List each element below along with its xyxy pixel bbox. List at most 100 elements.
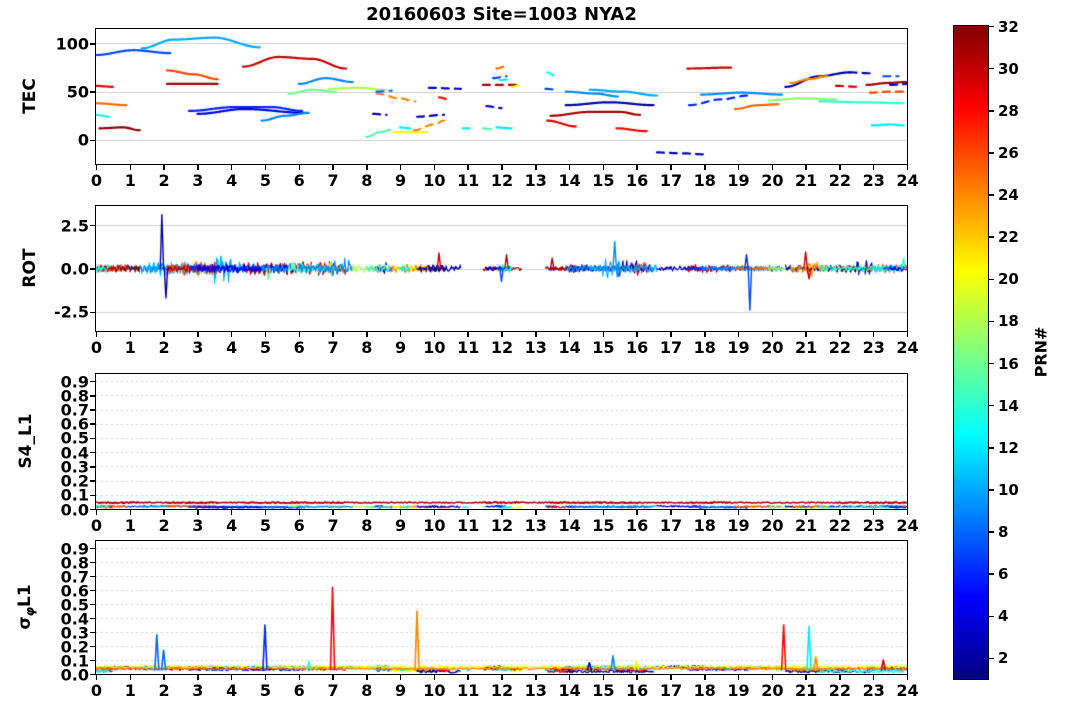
- x-tick-label: 21: [794, 516, 818, 535]
- panel-s4: [95, 373, 908, 510]
- x-tick-mark: [230, 510, 233, 515]
- x-tick-label: 6: [293, 171, 305, 190]
- x-tick-mark: [704, 675, 706, 680]
- x-tick-label: 8: [361, 681, 373, 700]
- y-tick-mark: [90, 91, 95, 93]
- x-tick-mark: [568, 510, 571, 515]
- x-tick-label: 7: [327, 681, 339, 700]
- x-tick-label: 18: [693, 171, 716, 190]
- y-tick-label: 0.5: [60, 428, 89, 448]
- colorbar-tick-mark: [989, 404, 994, 407]
- colorbar-tick-mark: [989, 25, 994, 28]
- x-tick-mark: [839, 165, 841, 170]
- x-tick-mark: [467, 165, 469, 170]
- x-tick-mark: [568, 332, 571, 337]
- x-tick-mark: [670, 165, 672, 170]
- x-tick-label: 22: [828, 171, 852, 190]
- x-tick-label: 3: [192, 338, 204, 357]
- x-tick-mark: [805, 332, 807, 337]
- x-tick-label: 15: [592, 516, 615, 535]
- x-tick-mark: [501, 675, 503, 680]
- chart-title: 20160603 Site=1003 NYA2: [366, 4, 637, 25]
- colorbar-tick-label: 28: [998, 101, 1019, 120]
- colorbar-tick-label: 18: [998, 312, 1019, 331]
- y-tick-mark: [90, 423, 95, 425]
- x-tick-label: 12: [490, 516, 514, 535]
- y-tick-label: 0: [77, 130, 89, 150]
- colorbar-tick-label: 10: [998, 480, 1019, 499]
- colorbar-tick-mark: [989, 236, 994, 238]
- y-tick-mark: [90, 409, 95, 411]
- colorbar-tick-mark: [989, 657, 994, 660]
- x-tick-label: 6: [293, 516, 305, 535]
- y-tick-label: 0.7: [60, 400, 89, 420]
- x-tick-mark: [636, 165, 638, 170]
- x-tick-label: 11: [457, 171, 480, 190]
- colorbar-tick-mark: [989, 320, 994, 323]
- x-tick-label: 18: [693, 516, 716, 535]
- x-tick-mark: [129, 332, 132, 337]
- x-tick-mark: [366, 675, 368, 680]
- x-tick-mark: [872, 332, 875, 337]
- x-tick-label: 24: [896, 681, 919, 700]
- y-tick-mark: [90, 589, 95, 592]
- x-tick-label: 23: [862, 516, 885, 535]
- y-tick-mark: [90, 494, 95, 497]
- tec-plot-canvas: [96, 29, 907, 164]
- x-tick-mark: [467, 675, 469, 680]
- x-tick-mark: [872, 510, 875, 515]
- x-tick-mark: [805, 165, 807, 170]
- x-tick-label: 22: [828, 338, 852, 357]
- x-tick-mark: [264, 675, 267, 680]
- x-tick-mark: [467, 332, 469, 337]
- x-tick-label: 15: [592, 681, 615, 700]
- x-tick-mark: [535, 510, 537, 515]
- colorbar-tick-label: 30: [998, 59, 1019, 78]
- x-tick-mark: [602, 165, 605, 170]
- y-tick-mark: [90, 466, 95, 468]
- x-tick-mark: [264, 332, 267, 337]
- x-tick-mark: [129, 675, 132, 680]
- colorbar-tick-label: 22: [998, 228, 1019, 247]
- y-tick-label: 0.0: [60, 665, 89, 684]
- x-tick-mark: [264, 165, 267, 170]
- x-tick-mark: [163, 510, 165, 515]
- x-tick-mark: [332, 675, 334, 680]
- x-tick-label: 14: [558, 338, 581, 357]
- x-tick-label: 6: [293, 681, 305, 700]
- x-tick-mark: [399, 165, 402, 170]
- x-tick-label: 12: [490, 338, 514, 357]
- x-tick-mark: [704, 332, 706, 337]
- x-tick-mark: [163, 165, 165, 170]
- colorbar-tick-label: 4: [998, 607, 1009, 626]
- x-tick-mark: [332, 165, 334, 170]
- x-tick-mark: [636, 675, 638, 680]
- x-tick-label: 14: [558, 516, 581, 535]
- x-tick-mark: [872, 675, 875, 680]
- x-tick-label: 19: [727, 681, 750, 700]
- x-tick-mark: [501, 165, 503, 170]
- y-tick-label: 0.8: [60, 553, 89, 572]
- x-tick-mark: [197, 510, 199, 515]
- x-tick-mark: [805, 675, 807, 680]
- x-tick-mark: [366, 165, 368, 170]
- colorbar-tick-label: 14: [998, 396, 1019, 415]
- x-tick-mark: [230, 675, 233, 680]
- y-tick-label: 0.0: [60, 259, 89, 279]
- x-tick-mark: [535, 675, 537, 680]
- x-tick-label: 2: [158, 338, 170, 357]
- x-tick-label: 24: [896, 338, 919, 357]
- x-tick-label: 21: [794, 338, 818, 357]
- colorbar-tick-mark: [989, 152, 994, 154]
- y-tick-mark: [90, 437, 95, 440]
- x-tick-mark: [298, 165, 300, 170]
- y-tick-mark: [90, 43, 95, 45]
- x-tick-label: 0: [90, 681, 103, 700]
- x-tick-mark: [535, 332, 537, 337]
- panel-tec: [95, 28, 908, 165]
- colorbar-tick-label: 6: [998, 565, 1009, 584]
- x-tick-mark: [906, 510, 909, 515]
- y-tick-mark: [90, 508, 95, 511]
- x-tick-label: 4: [226, 516, 238, 535]
- colorbar-tick-mark: [989, 278, 994, 281]
